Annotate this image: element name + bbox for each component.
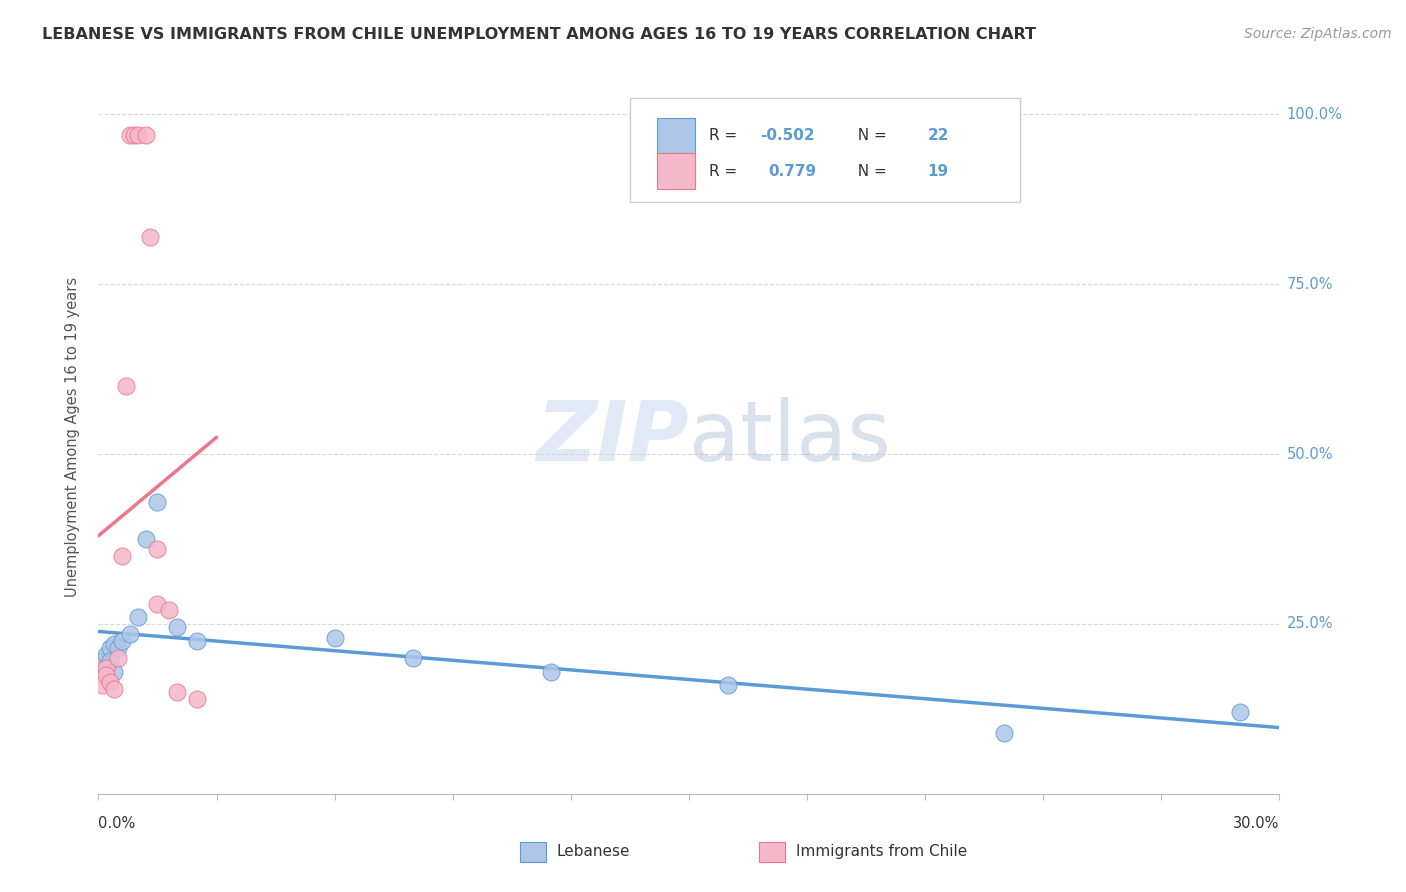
Point — [138, 229, 160, 244]
Point — [166, 620, 188, 634]
Text: Lebanese: Lebanese — [557, 845, 630, 859]
Text: R =: R = — [709, 163, 747, 178]
Point — [91, 654, 114, 668]
Bar — [657, 118, 695, 153]
Text: 0.779: 0.779 — [768, 163, 817, 178]
Point — [135, 532, 157, 546]
Point — [96, 661, 118, 675]
Point — [91, 668, 114, 682]
Point — [91, 678, 114, 692]
Point — [96, 661, 118, 675]
Text: atlas: atlas — [689, 397, 890, 477]
Point — [146, 542, 169, 557]
Point — [540, 665, 562, 679]
Text: 50.0%: 50.0% — [1286, 447, 1333, 461]
Text: 75.0%: 75.0% — [1286, 277, 1333, 292]
Text: 30.0%: 30.0% — [1233, 816, 1279, 831]
Point — [103, 681, 125, 696]
Point — [91, 668, 114, 682]
Text: LEBANESE VS IMMIGRANTS FROM CHILE UNEMPLOYMENT AMONG AGES 16 TO 19 YEARS CORRELA: LEBANESE VS IMMIGRANTS FROM CHILE UNEMPL… — [42, 27, 1036, 42]
Point — [993, 725, 1015, 739]
Point — [118, 627, 141, 641]
Point — [146, 494, 169, 508]
Bar — [657, 153, 695, 189]
Point — [107, 651, 129, 665]
Point — [127, 128, 149, 142]
Point — [146, 597, 169, 611]
Point — [96, 648, 118, 662]
Text: -0.502: -0.502 — [759, 128, 814, 143]
Point — [98, 654, 121, 668]
Point — [717, 678, 740, 692]
Text: 100.0%: 100.0% — [1286, 107, 1343, 122]
Point — [103, 637, 125, 651]
Point — [118, 128, 141, 142]
Point — [111, 549, 134, 563]
Point — [111, 634, 134, 648]
Point — [1229, 706, 1251, 720]
Point — [98, 640, 121, 655]
Text: 22: 22 — [928, 128, 949, 143]
Text: Source: ZipAtlas.com: Source: ZipAtlas.com — [1244, 27, 1392, 41]
Text: 25.0%: 25.0% — [1286, 616, 1333, 632]
Text: ZIP: ZIP — [536, 397, 689, 477]
Text: 19: 19 — [928, 163, 949, 178]
Text: N =: N = — [848, 128, 891, 143]
Text: 0.0%: 0.0% — [98, 816, 135, 831]
Point — [96, 668, 118, 682]
FancyBboxPatch shape — [630, 98, 1019, 202]
Y-axis label: Unemployment Among Ages 16 to 19 years: Unemployment Among Ages 16 to 19 years — [65, 277, 80, 597]
Point — [166, 685, 188, 699]
Point — [127, 610, 149, 624]
Text: R =: R = — [709, 128, 742, 143]
Text: N =: N = — [848, 163, 891, 178]
Point — [323, 631, 346, 645]
Point — [122, 128, 145, 142]
Point — [135, 128, 157, 142]
Text: Immigrants from Chile: Immigrants from Chile — [796, 845, 967, 859]
Point — [402, 651, 425, 665]
Point — [157, 603, 180, 617]
Point — [98, 674, 121, 689]
Point — [186, 691, 208, 706]
Point — [107, 640, 129, 655]
Point — [186, 634, 208, 648]
Point — [115, 379, 138, 393]
Point — [103, 665, 125, 679]
